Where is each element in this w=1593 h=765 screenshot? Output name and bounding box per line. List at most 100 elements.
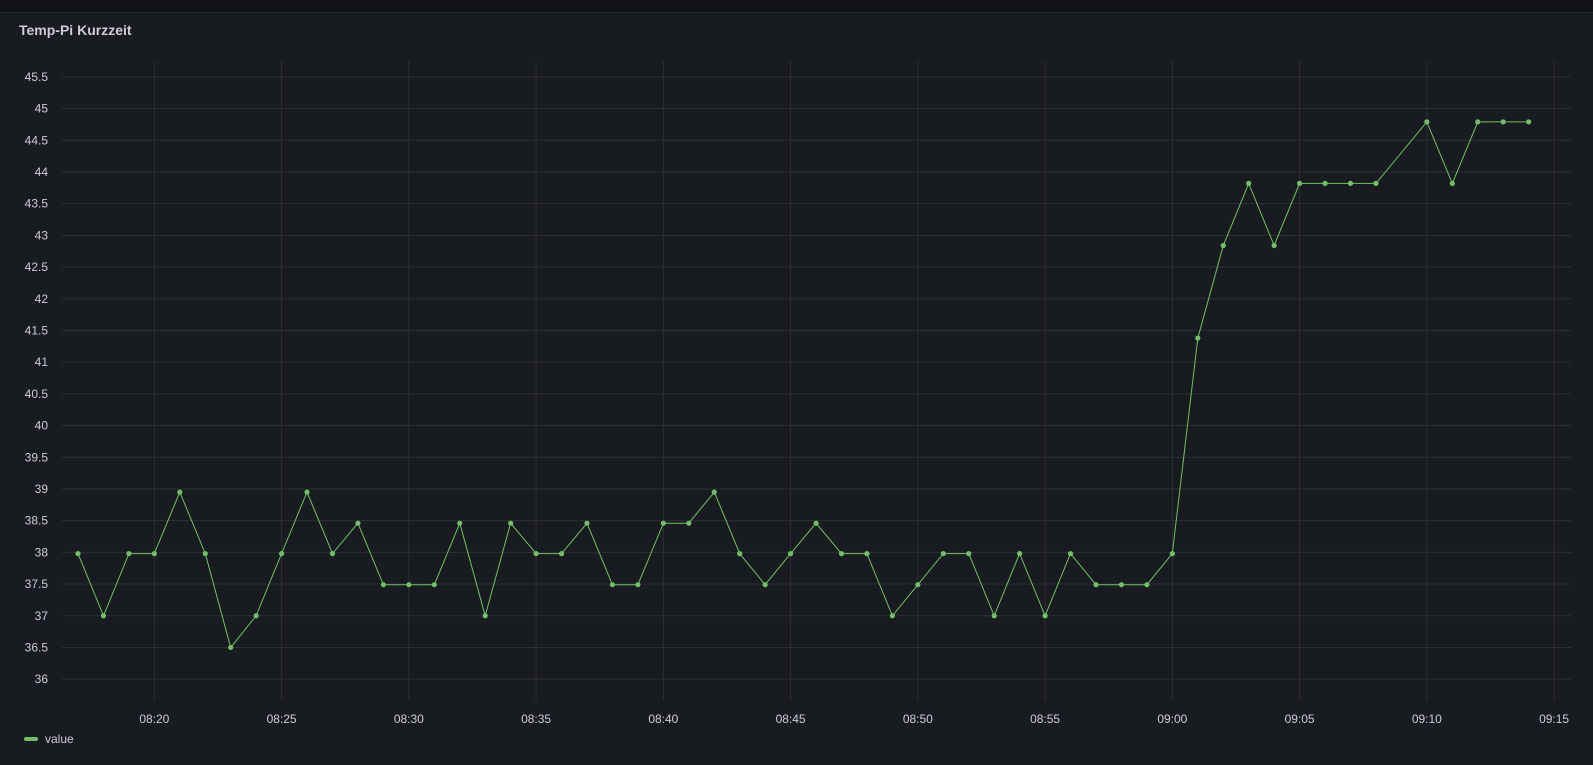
data-point	[151, 551, 157, 557]
data-point	[1144, 582, 1150, 588]
data-point	[533, 551, 539, 557]
data-point	[686, 520, 692, 526]
y-tick-label: 45.5	[25, 70, 49, 84]
y-tick-label: 36	[35, 672, 49, 686]
x-tick-label: 08:20	[139, 712, 169, 726]
y-tick-label: 45	[35, 102, 49, 116]
data-point	[1195, 335, 1201, 341]
data-point	[813, 520, 819, 526]
x-tick-label: 09:05	[1285, 712, 1315, 726]
y-tick-label: 39.5	[25, 450, 49, 464]
data-point	[508, 520, 514, 526]
chart-panel: Temp-Pi Kurzzeit 36 36.5 37 37.5 38 38.5 39 39.…	[0, 12, 1593, 765]
data-point	[355, 520, 361, 526]
data-point	[966, 551, 972, 557]
y-tick-label: 43	[35, 228, 49, 242]
data-point	[584, 520, 590, 526]
data-point	[711, 489, 717, 495]
x-tick-label: 08:35	[521, 712, 551, 726]
legend-swatch	[24, 737, 38, 741]
data-point	[1220, 242, 1226, 249]
y-tick-label: 44	[35, 165, 49, 179]
legend-label: value	[45, 732, 74, 746]
y-tick-label: 37	[35, 609, 49, 623]
data-point	[482, 613, 488, 619]
data-point	[253, 613, 259, 619]
data-point	[558, 551, 565, 557]
x-tick-label: 09:10	[1412, 712, 1442, 726]
data-point	[762, 582, 768, 588]
y-tick-label: 40.5	[25, 387, 49, 401]
data-point	[1297, 180, 1303, 186]
data-point	[889, 613, 896, 619]
data-point	[177, 489, 183, 495]
x-tick-label: 08:40	[648, 712, 678, 726]
y-tick-label: 41.5	[25, 323, 49, 337]
panel-title[interactable]: Temp-Pi Kurzzeit	[19, 22, 132, 38]
data-point	[126, 551, 132, 557]
line-chart: 36 36.5 37 37.5 38 38.5 39 39.5 40 40.5 41 41.5 42 42…	[25, 61, 1571, 726]
x-axis-tick-labels: 08:20 08:25 08:30 08:35 08:40 08:45 08:50 08:55…	[139, 712, 1569, 726]
data-point	[329, 551, 336, 557]
x-tick-label: 08:25	[267, 712, 297, 726]
legend[interactable]: value	[24, 732, 74, 746]
y-tick-label: 38	[35, 545, 49, 559]
series-line	[77, 120, 1529, 649]
data-point	[202, 551, 208, 557]
data-point	[1042, 613, 1048, 619]
data-point	[279, 551, 285, 557]
data-point	[1500, 119, 1506, 125]
data-point	[457, 520, 463, 526]
data-point	[940, 551, 946, 557]
grid-lines	[62, 61, 1571, 701]
y-tick-label: 36.5	[25, 640, 49, 654]
data-point	[1017, 551, 1023, 557]
data-point	[100, 613, 107, 619]
data-point	[75, 551, 81, 557]
data-point	[1475, 119, 1481, 125]
data-point	[1322, 180, 1328, 186]
y-tick-label: 38.5	[25, 514, 49, 528]
data-point	[737, 551, 743, 557]
data-point	[228, 644, 234, 651]
y-tick-label: 44.5	[25, 133, 49, 147]
data-point	[1246, 180, 1252, 186]
data-point	[1169, 551, 1175, 557]
data-point	[609, 582, 616, 588]
data-point	[1118, 582, 1125, 588]
y-tick-label: 43.5	[25, 197, 49, 211]
data-point	[431, 582, 437, 588]
x-tick-label: 09:00	[1157, 712, 1187, 726]
data-point	[1526, 119, 1532, 125]
y-tick-label: 42	[35, 292, 49, 306]
data-point	[1067, 551, 1074, 557]
x-tick-label: 08:30	[394, 712, 424, 726]
data-point	[1093, 582, 1099, 588]
data-point	[406, 582, 412, 588]
data-point	[788, 551, 794, 557]
data-point	[864, 551, 870, 557]
series-line-path	[77, 120, 1529, 649]
y-tick-label: 41	[35, 355, 49, 369]
data-point	[635, 582, 641, 588]
data-point	[838, 551, 845, 557]
data-point	[1347, 180, 1354, 186]
x-tick-label: 09:15	[1539, 712, 1569, 726]
y-tick-label: 39	[35, 482, 49, 496]
data-point	[1449, 180, 1455, 186]
data-point	[1373, 180, 1379, 186]
x-tick-label: 08:55	[1030, 712, 1060, 726]
y-axis-tick-labels: 36 36.5 37 37.5 38 38.5 39 39.5 40 40.5 41 41.5 42 42…	[25, 70, 49, 686]
data-point	[1271, 242, 1277, 249]
x-tick-label: 08:45	[776, 712, 806, 726]
data-point	[660, 520, 666, 526]
y-tick-label: 42.5	[25, 260, 49, 274]
data-point	[1424, 119, 1430, 125]
data-point	[915, 582, 921, 588]
y-tick-label: 37.5	[25, 577, 49, 591]
series-points	[75, 119, 1532, 651]
data-point	[380, 582, 386, 588]
y-tick-label: 40	[35, 419, 49, 433]
x-tick-label: 08:50	[903, 712, 933, 726]
data-point	[991, 613, 997, 619]
